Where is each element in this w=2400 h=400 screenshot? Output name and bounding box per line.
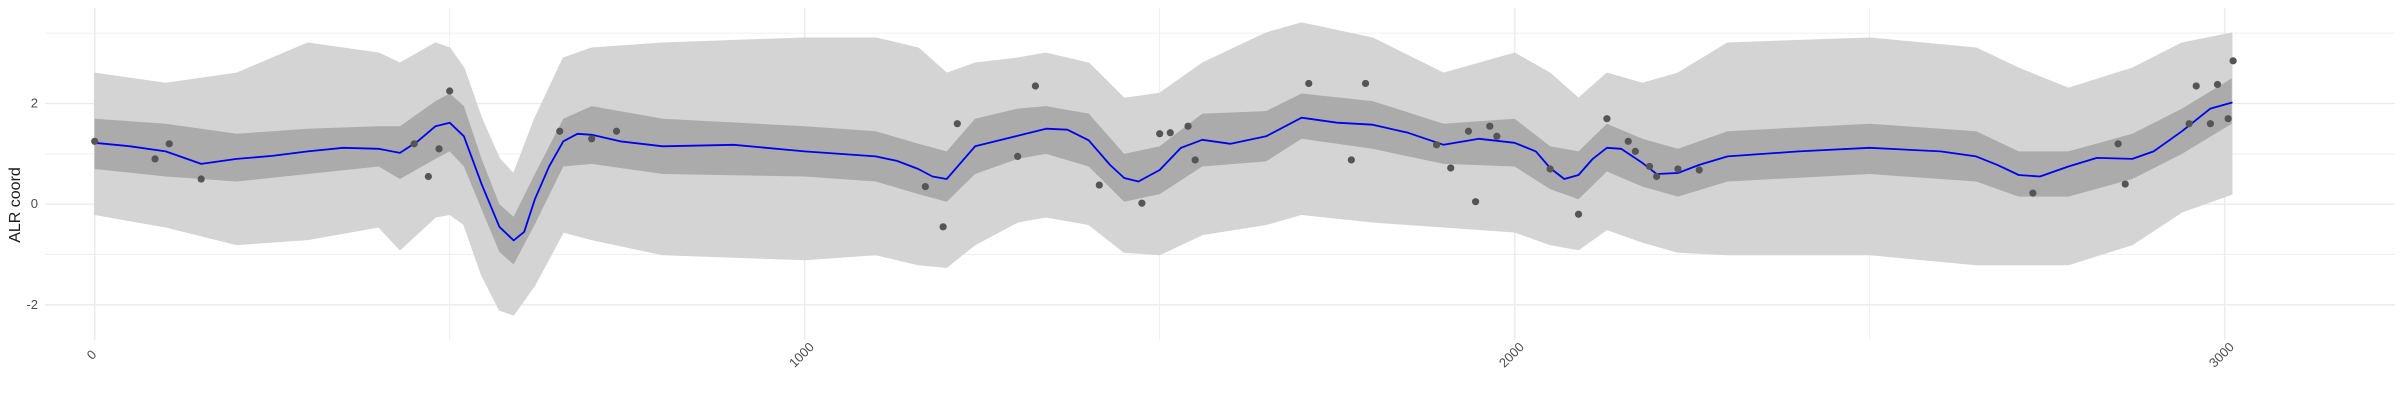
data-point [1624,137,1632,145]
band-inner-area [94,78,2232,265]
data-point [151,155,159,163]
data-point [1191,156,1199,164]
data-point [2206,120,2215,128]
y-axis-title: ALR coord [7,167,24,243]
data-point [2224,115,2232,123]
data-point [2192,82,2200,90]
data-point [1574,210,1583,218]
data-point [612,127,621,135]
data-point [435,145,443,153]
data-point [2229,57,2237,65]
data-point [1156,130,1164,138]
y-tick-label: 0 [31,196,38,211]
data-point [1184,122,1192,130]
data-point [1471,198,1480,206]
y-tick-label: -2 [26,297,38,312]
data-point [953,120,961,128]
data-point [410,140,418,148]
data-point [1361,79,1370,88]
data-point [1031,82,1040,90]
band-inner [94,78,2232,265]
data-point [1347,156,1355,164]
data-point [1546,165,1554,173]
data-point [2185,120,2193,128]
data-point [2213,80,2222,89]
data-point [165,140,173,148]
data-point [1014,152,1022,160]
data-point [1166,129,1174,137]
y-axis-ticks: -2 0 2 [26,96,38,312]
data-point [1305,79,1313,88]
mean-line [93,101,2233,242]
data-point [1486,122,1494,130]
x-tick-label: 3000 [2206,339,2237,370]
mean-line-path [93,101,2233,242]
data-point [1674,165,1682,173]
data-point [1695,166,1703,174]
data-point [921,182,929,191]
data-point [446,87,454,95]
data-point [1464,127,1473,135]
data-point [1095,181,1103,189]
data-point [939,223,947,231]
data-point [91,137,99,145]
data-point [1631,147,1639,155]
data-point [2029,189,2037,197]
data-point [1603,115,1611,123]
observed-points [91,57,2237,231]
data-point [2121,180,2129,188]
data-point [1645,162,1654,171]
x-axis-ticks: 0 1000 2000 3000 [84,339,2237,370]
data-point [588,135,596,143]
x-tick-label: 0 [84,347,100,363]
data-point [1447,164,1455,172]
data-point [1653,172,1661,181]
data-point [1493,132,1501,140]
x-tick-label: 2000 [1496,339,1527,370]
x-tick-label: 1000 [786,339,817,370]
data-point [2114,140,2122,148]
data-point [197,175,205,183]
data-point [1138,199,1146,207]
data-point [556,127,564,135]
data-point [424,172,432,181]
y-tick-label: 2 [31,96,38,111]
data-point [1432,141,1441,149]
